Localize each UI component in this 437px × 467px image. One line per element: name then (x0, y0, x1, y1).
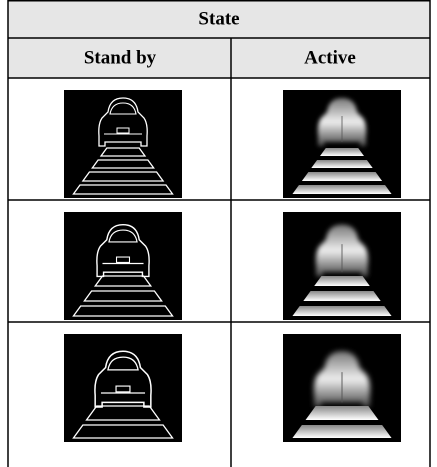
standby-icon (64, 334, 182, 442)
standby-icon (64, 212, 182, 320)
column-header: Stand by (84, 47, 157, 68)
standby-icon (64, 90, 182, 198)
stripe (72, 184, 174, 195)
stripe (72, 424, 174, 439)
car (98, 97, 148, 147)
car (94, 350, 152, 408)
header-background (8, 0, 430, 78)
stripe (314, 276, 370, 286)
stripe (93, 275, 153, 287)
stripe (305, 406, 379, 420)
stripe (91, 159, 155, 169)
car-outline (98, 97, 148, 147)
stripe (81, 171, 165, 182)
stripe (303, 291, 381, 301)
car (96, 223, 150, 278)
stripe (311, 160, 373, 168)
stripe (301, 172, 383, 181)
car (317, 98, 367, 146)
car-window (108, 229, 138, 243)
stripe (99, 147, 147, 157)
active-icon (283, 212, 401, 320)
active-icon (283, 334, 401, 442)
plate (115, 256, 131, 263)
active-icon (283, 90, 401, 198)
car-outline (96, 223, 150, 278)
icons (64, 90, 401, 442)
stripe (292, 306, 392, 316)
column-header: Active (304, 47, 356, 68)
stripe (320, 148, 364, 156)
plate (116, 127, 130, 134)
car-window (107, 356, 139, 371)
stripe (72, 305, 174, 317)
car (313, 351, 371, 407)
icon-background (64, 212, 182, 320)
stripe (292, 425, 392, 438)
car (315, 224, 369, 277)
header-title: State (198, 8, 239, 29)
table-grid (7, 0, 431, 467)
car-outline (94, 350, 152, 408)
stripe (85, 405, 161, 421)
car-window (109, 102, 137, 115)
plate (115, 385, 131, 393)
icon-background (64, 90, 182, 198)
stripe (292, 185, 392, 194)
stripe (83, 290, 163, 302)
